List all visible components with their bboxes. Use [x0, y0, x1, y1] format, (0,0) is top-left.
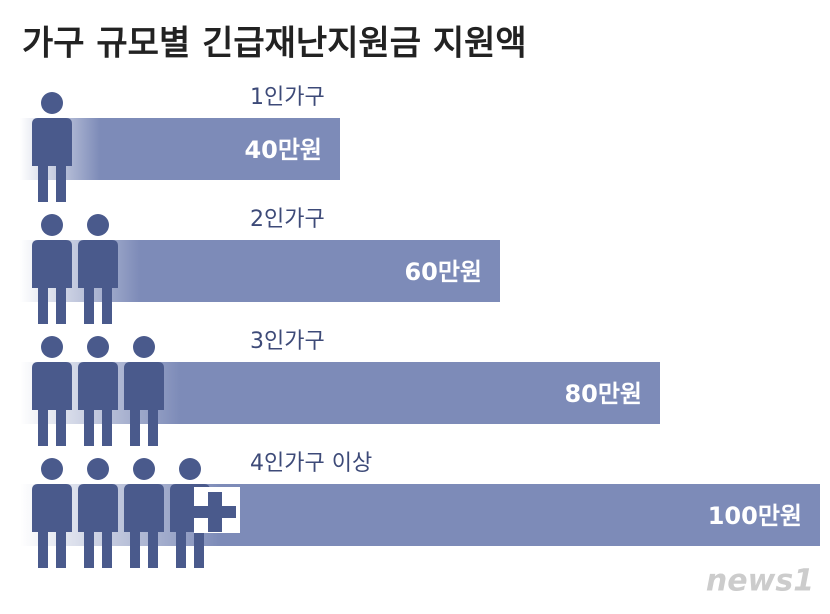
person-icon: [32, 92, 72, 202]
value-label: 80만원: [564, 380, 642, 408]
category-label: 2인가구: [250, 207, 325, 232]
person-body: [78, 484, 118, 568]
chart-title: 가구 규모별 긴급재난지원금 지원액: [22, 24, 527, 64]
bar: [20, 118, 340, 180]
person-body: [78, 240, 118, 324]
person-head: [133, 336, 155, 358]
value-label: 40만원: [244, 136, 322, 164]
person-body: [32, 484, 72, 568]
person-head: [87, 458, 109, 480]
person-head: [41, 92, 63, 114]
category-label: 4인가구 이상: [250, 451, 372, 476]
person-icon: [124, 336, 164, 446]
person-icon: [32, 214, 72, 324]
person-icon: [78, 336, 118, 446]
person-head: [87, 336, 109, 358]
person-head: [41, 336, 63, 358]
plus-icon: [194, 487, 240, 533]
person-body: [32, 362, 72, 446]
person-head: [41, 214, 63, 236]
person-head: [133, 458, 155, 480]
person-icon: [78, 214, 118, 324]
category-label: 1인가구: [250, 85, 325, 110]
person-icon: [78, 458, 118, 568]
person-body: [78, 362, 118, 446]
category-label: 3인가구: [250, 329, 325, 354]
person-body: [32, 240, 72, 324]
person-icon: [124, 458, 164, 568]
person-icon: [32, 336, 72, 446]
person-body: [124, 362, 164, 446]
person-body: [124, 484, 164, 568]
person-head: [87, 214, 109, 236]
value-label: 100만원: [708, 502, 802, 530]
person-body: [32, 118, 72, 202]
value-label: 60만원: [404, 258, 482, 286]
source-logo: news1: [706, 564, 814, 599]
person-head: [179, 458, 201, 480]
plus-sign: [194, 492, 236, 532]
person-icon: [32, 458, 72, 568]
person-head: [41, 458, 63, 480]
